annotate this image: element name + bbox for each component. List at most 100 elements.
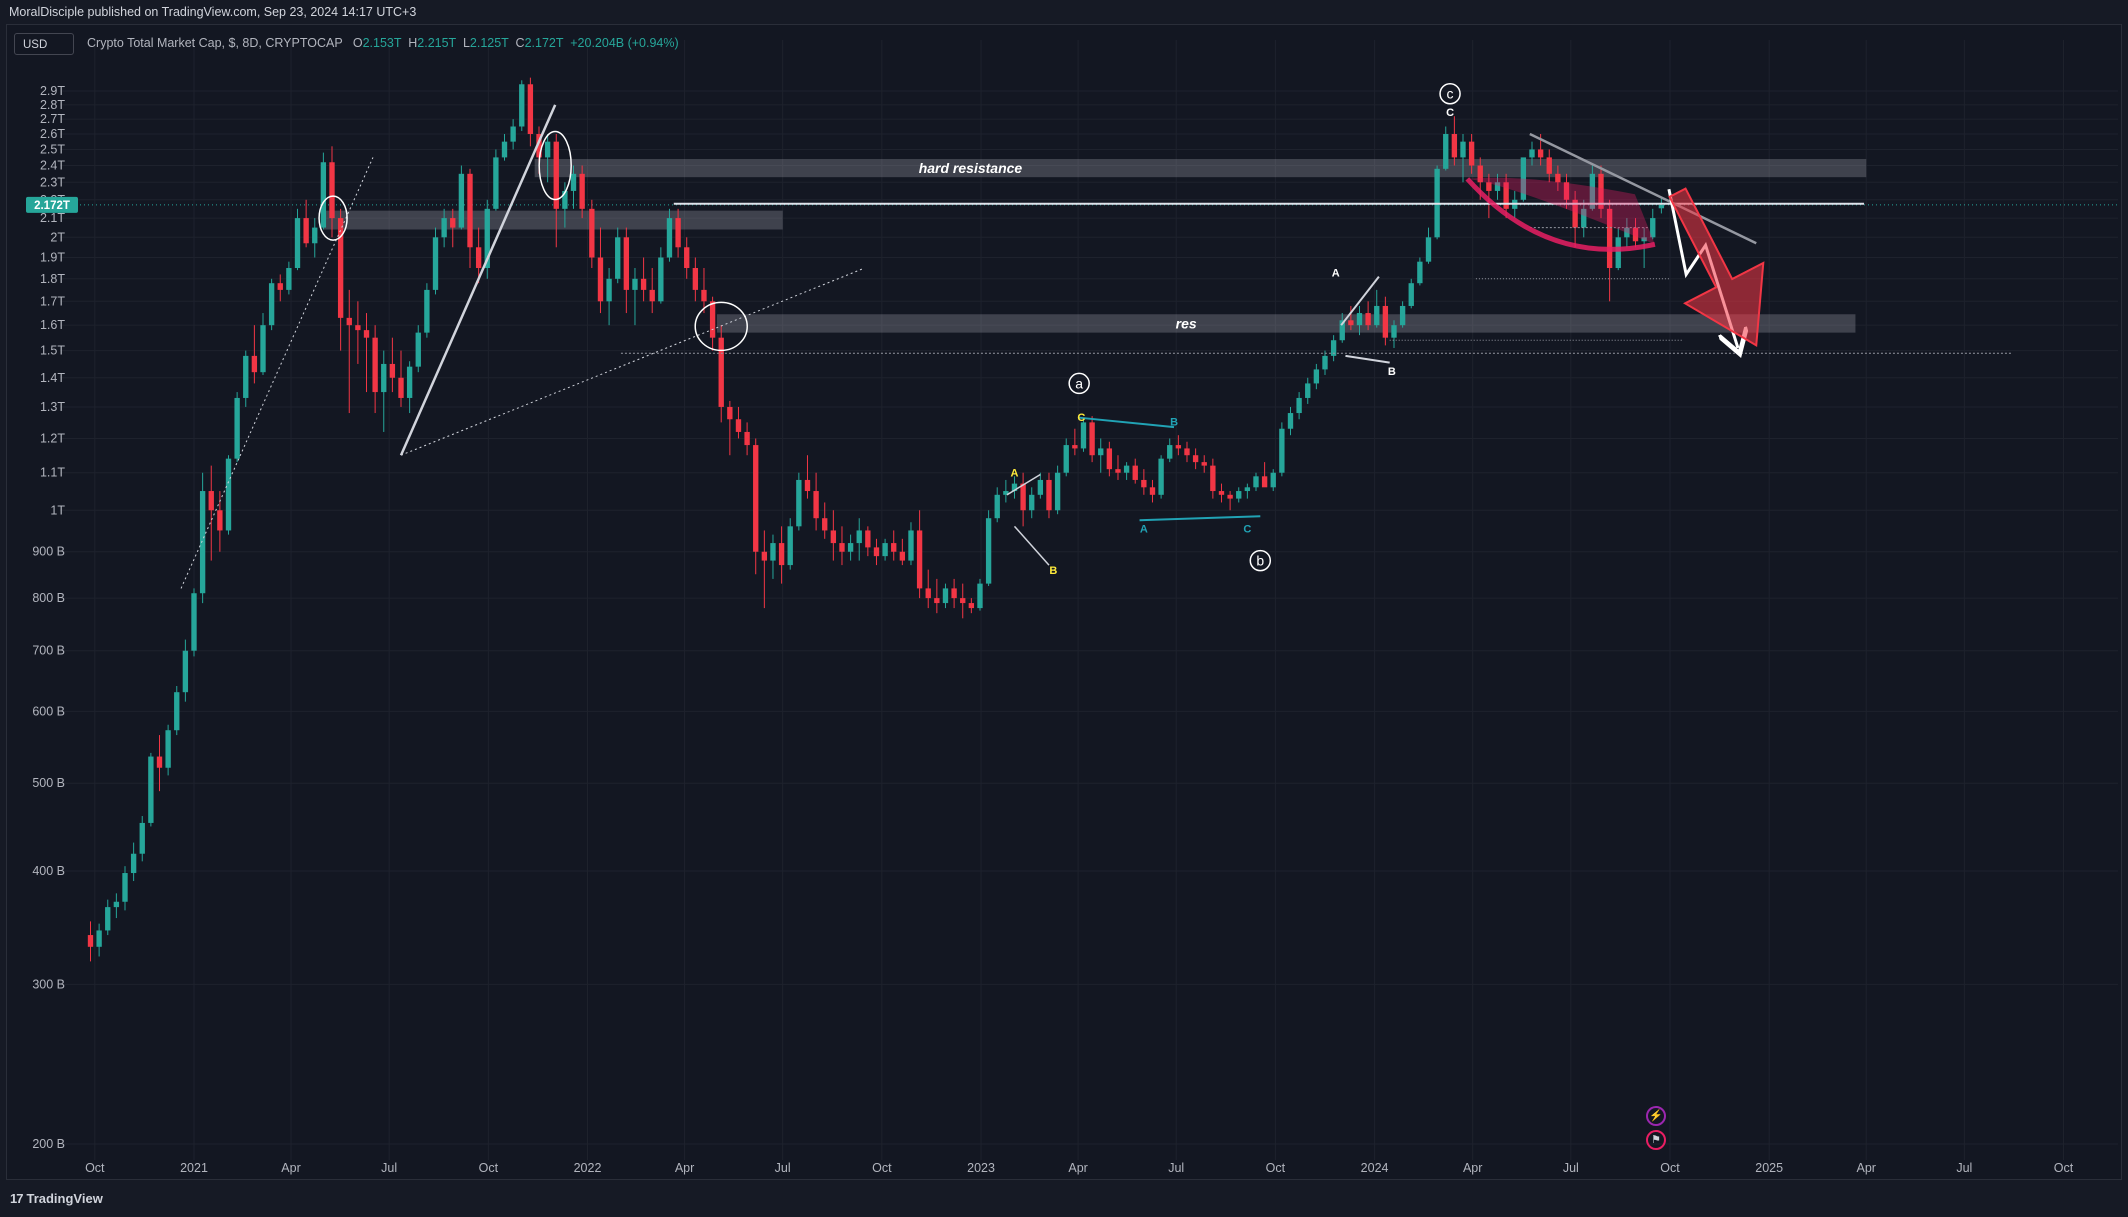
candle-body <box>727 406 733 420</box>
currency-label: USD <box>23 39 48 51</box>
y-tick-label: 300 B <box>32 977 65 991</box>
sub-wave-label: B <box>1170 417 1178 429</box>
candle-body <box>277 283 283 290</box>
candle-body <box>199 491 206 594</box>
candle-body <box>208 491 214 511</box>
candle-body <box>1408 283 1414 306</box>
candle-body <box>294 218 301 269</box>
candle-body <box>1227 494 1233 499</box>
candle-body <box>1391 325 1397 338</box>
flag-icon[interactable]: ⚑ <box>1646 1130 1666 1150</box>
x-tick-label: 2023 <box>967 1161 995 1175</box>
candle-body <box>1313 369 1320 384</box>
candle-body <box>1037 479 1044 495</box>
candle-body <box>251 355 258 373</box>
y-tick-label: 2.7T <box>40 112 65 126</box>
candle-body <box>1632 227 1639 242</box>
annotation-zones: hard resistance res <box>323 159 1867 333</box>
candle-body <box>329 162 335 219</box>
candle-body <box>778 543 785 566</box>
candle-body <box>1141 479 1147 488</box>
candle-body <box>615 237 621 279</box>
wave-labels: a b c A B C A B C A B C <box>1011 82 1461 577</box>
candle-body <box>130 853 137 874</box>
x-tick-label: Apr <box>1463 1161 1482 1175</box>
x-tick-label: Oct <box>479 1161 499 1175</box>
candle-body <box>960 598 966 604</box>
y-tick-label: 2.4T <box>40 159 65 173</box>
price-tag-label: 2.172T <box>34 200 70 212</box>
candle-body <box>1123 465 1130 473</box>
candle-body <box>475 247 482 269</box>
candle-body <box>1236 491 1242 499</box>
y-tick-label: 2.5T <box>40 142 65 156</box>
y-tick-label: 800 B <box>32 591 65 605</box>
lightning-icon[interactable]: ⚡ <box>1646 1106 1666 1126</box>
sub-wave-label: C <box>1077 412 1085 424</box>
y-tick-label: 2.6T <box>40 127 65 141</box>
candle-body <box>951 588 957 599</box>
x-tick-label: 2021 <box>180 1161 208 1175</box>
x-tick-label: Oct <box>1660 1161 1680 1175</box>
candle-body <box>1615 237 1621 269</box>
red-down-arrow <box>1668 187 1765 348</box>
user-drawings <box>180 104 2013 589</box>
candle-body <box>1382 305 1389 338</box>
x-tick-label: Apr <box>1856 1161 1875 1175</box>
candle-body <box>934 598 940 604</box>
candle-body <box>1537 149 1544 158</box>
x-tick-label: Jul <box>381 1161 397 1175</box>
x-tick-label: Jul <box>775 1161 791 1175</box>
open-value: 2.153T <box>362 36 402 50</box>
circle-marker <box>694 301 748 352</box>
candle-body <box>268 283 275 326</box>
candle-body <box>139 822 145 854</box>
candle-body <box>225 458 232 531</box>
candles <box>87 77 1665 962</box>
candle-body <box>1425 237 1432 262</box>
ohlc-legend: Crypto Total Market Cap, $, 8D, CRYPTOCA… <box>87 36 679 50</box>
candle-body <box>1650 218 1656 238</box>
candle-body <box>320 162 327 228</box>
candle-body <box>363 330 370 338</box>
candle-body <box>1598 173 1604 209</box>
open-label: O <box>352 36 363 50</box>
y-tick-label: 1.7T <box>40 294 65 308</box>
tradingview-logo[interactable]: 17 TradingView <box>10 1191 103 1206</box>
candle-body <box>1451 133 1458 158</box>
candle-body <box>1210 465 1216 492</box>
candle-body <box>985 518 992 584</box>
y-tick-label: 1.1T <box>40 466 65 480</box>
candle-body <box>1279 428 1285 473</box>
candle-body <box>148 756 154 823</box>
candle-body <box>640 278 647 290</box>
candle-body <box>415 332 421 367</box>
candle-body <box>891 543 897 552</box>
candle-body <box>1158 458 1164 495</box>
candle-body <box>813 491 819 519</box>
sub-wave-label: B <box>1388 366 1396 378</box>
candle-body <box>553 141 559 209</box>
y-tick-label: 1.9T <box>40 251 65 265</box>
currency-button[interactable]: USD <box>14 33 74 55</box>
y-tick-label: 200 B <box>32 1137 65 1151</box>
candle-body <box>856 530 862 544</box>
candle-body <box>1296 397 1302 414</box>
candle-body <box>1374 305 1380 326</box>
wave-circle <box>1439 82 1461 105</box>
candle-body <box>303 218 309 244</box>
candle-body <box>113 901 120 908</box>
x-tick-label: Jul <box>1168 1161 1184 1175</box>
candle-body <box>562 190 568 209</box>
x-tick-label: Apr <box>675 1161 694 1175</box>
candle-body <box>658 257 664 302</box>
candle-body <box>372 337 378 393</box>
candle-body <box>536 133 542 158</box>
x-tick-label: Jul <box>1563 1161 1579 1175</box>
candle-body <box>501 141 508 158</box>
publisher-text: MoralDisciple published on TradingView.c… <box>9 5 417 19</box>
candle-body <box>1606 208 1613 269</box>
candle-body <box>1339 320 1345 341</box>
candle-body <box>1477 165 1483 183</box>
